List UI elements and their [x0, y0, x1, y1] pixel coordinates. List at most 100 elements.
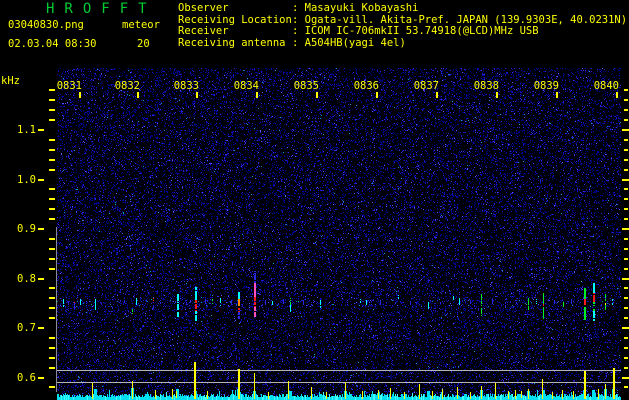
freq-minor-tick-mark-right	[624, 247, 628, 250]
freq-minor-tick-mark-right	[624, 386, 628, 389]
info-value: Ogata-vill. Akita-Pref. JAPAN (139.9303E…	[304, 13, 628, 26]
freq-minor-tick-mark	[49, 336, 55, 339]
freq-major-tick-mark	[38, 376, 44, 379]
freq-minor-tick-mark	[49, 386, 55, 389]
freq-minor-tick-mark	[49, 158, 55, 161]
time-tick-mark	[496, 92, 498, 98]
freq-minor-tick-mark-right	[624, 89, 628, 92]
freq-major-tick-mark	[38, 178, 44, 181]
freq-minor-tick-mark	[49, 237, 55, 240]
freq-minor-tick-mark	[49, 247, 55, 250]
freq-minor-tick-mark	[49, 188, 55, 191]
freq-minor-tick-mark	[49, 208, 55, 211]
info-label: Receiver	[178, 25, 229, 38]
freq-minor-tick-mark-right	[624, 237, 628, 240]
time-tick-label: 0835	[293, 80, 319, 92]
time-tick-mark	[616, 92, 618, 98]
freq-major-tick-mark-right	[622, 228, 629, 230]
freq-major-tick-mark-right	[622, 277, 629, 280]
freq-minor-tick-mark	[49, 297, 55, 300]
freq-minor-tick-mark-right	[624, 297, 628, 300]
freq-minor-tick-mark-right	[624, 218, 628, 221]
freq-minor-tick-mark-right	[624, 198, 628, 201]
freq-minor-tick-mark	[49, 346, 55, 349]
freq-minor-tick-mark-right	[624, 267, 628, 270]
freq-minor-tick-mark	[49, 267, 55, 270]
freq-major-tick-mark	[38, 228, 44, 230]
time-tick-label: 0838	[473, 80, 499, 92]
info-value: A504HB(yagi 4el)	[304, 36, 406, 49]
freq-axis-unit-label: kHz	[1, 75, 20, 87]
freq-minor-tick-mark-right	[624, 208, 628, 211]
time-tick-label: 0837	[413, 80, 439, 92]
freq-minor-tick-mark-right	[624, 356, 628, 359]
time-tick-mark	[196, 92, 198, 98]
freq-minor-tick-mark-right	[624, 188, 628, 191]
freq-tick-label: 0.9	[17, 223, 36, 235]
time-tick-label: 0831	[56, 80, 82, 92]
app-title: HROFFT	[46, 1, 157, 17]
info-row: Receiving Location: Ogata-vill. Akita-Pr…	[178, 14, 627, 26]
output-filename: 03040830.png	[8, 19, 84, 31]
time-tick-mark	[556, 92, 558, 98]
freq-minor-tick-mark-right	[624, 287, 628, 290]
freq-major-tick-mark-right	[622, 178, 629, 181]
freq-minor-tick-mark-right	[624, 366, 628, 369]
time-tick-label: 0839	[533, 80, 559, 92]
freq-minor-tick-mark	[49, 138, 55, 141]
freq-minor-tick-mark	[49, 317, 55, 320]
info-label: Receiving Location	[178, 13, 292, 26]
freq-minor-tick-mark	[49, 168, 55, 171]
meteor-echo-count: 20	[137, 38, 150, 50]
info-separator: :	[292, 36, 305, 49]
freq-tick-label: 0.6	[17, 371, 36, 384]
mode-label: meteor	[122, 19, 160, 31]
freq-tick-label: 0.8	[17, 272, 36, 285]
time-tick-mark	[376, 92, 378, 98]
station-info-block: Observer: Masayuki Kobayashi Receiving Lo…	[178, 2, 627, 49]
info-row: Receiving antenna: A504HB(yagi 4el)	[178, 37, 627, 49]
freq-minor-tick-mark-right	[624, 99, 628, 102]
time-tick-mark	[256, 92, 258, 98]
freq-minor-tick-mark	[49, 198, 55, 201]
freq-minor-tick-mark-right	[624, 168, 628, 171]
freq-major-tick-mark	[38, 277, 44, 280]
time-tick-mark	[137, 92, 139, 98]
time-tick-label: 0840	[593, 80, 619, 92]
freq-minor-tick-mark-right	[624, 138, 628, 141]
info-separator: :	[292, 13, 305, 26]
freq-minor-tick-mark	[49, 109, 55, 112]
freq-minor-tick-mark	[49, 356, 55, 359]
freq-minor-tick-mark	[49, 307, 55, 310]
freq-minor-tick-mark-right	[624, 346, 628, 349]
freq-minor-tick-mark	[49, 366, 55, 369]
time-tick-label: 0833	[173, 80, 199, 92]
freq-major-tick-mark-right	[622, 129, 629, 131]
freq-major-tick-mark	[38, 327, 44, 329]
time-tick-label: 0832	[114, 80, 140, 92]
info-value: Masayuki Kobayashi	[304, 2, 419, 14]
info-label: Receiving antenna	[178, 36, 286, 49]
time-tick-label: 0834	[233, 80, 259, 92]
freq-minor-tick-mark-right	[624, 317, 628, 320]
freq-minor-tick-mark	[49, 119, 55, 122]
freq-tick-label: 1.1	[17, 124, 36, 136]
freq-minor-tick-mark	[49, 287, 55, 290]
freq-minor-tick-mark	[49, 99, 55, 102]
time-tick-mark	[436, 92, 438, 98]
info-row: Observer: Masayuki Kobayashi	[178, 2, 627, 14]
level-graph-left-border	[56, 227, 57, 392]
freq-major-tick-mark-right	[622, 327, 629, 329]
freq-tick-label: 0.7	[17, 322, 36, 334]
time-tick-mark	[79, 92, 81, 98]
freq-minor-tick-mark	[49, 257, 55, 260]
freq-minor-tick-mark-right	[624, 119, 628, 122]
freq-minor-tick-mark-right	[624, 257, 628, 260]
info-separator: :	[292, 2, 305, 14]
freq-minor-tick-mark	[49, 89, 55, 92]
freq-minor-tick-mark-right	[624, 307, 628, 310]
freq-minor-tick-mark	[49, 218, 55, 221]
freq-major-tick-mark-right	[622, 376, 629, 379]
observation-datetime: 02.03.04 08:30	[8, 38, 97, 50]
